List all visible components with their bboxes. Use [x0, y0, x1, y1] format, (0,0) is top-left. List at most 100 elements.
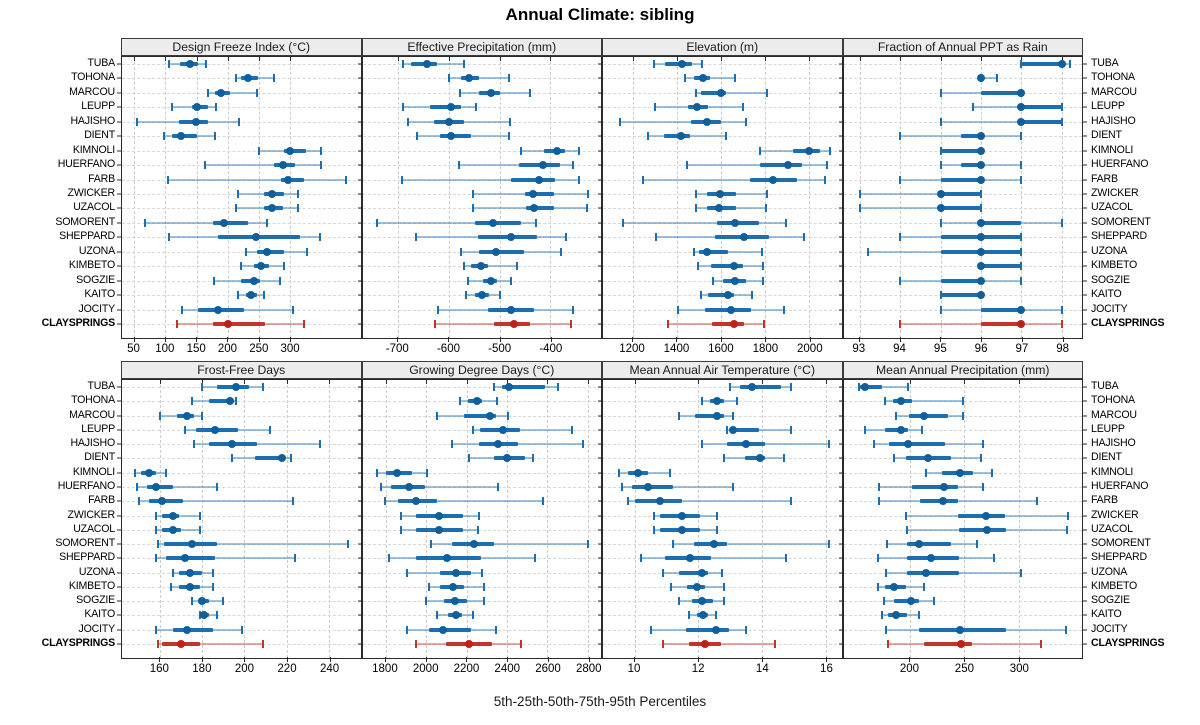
median-dot: [703, 117, 712, 126]
percentile-whisker-5-95: [431, 543, 588, 546]
row-gridline: [603, 136, 842, 138]
whisker-cap-5th: [877, 582, 880, 591]
site-label-column-right: TUBA TOHONA MARCOU LEUPP HAJISHO DIENT KIMNOLI…: [1083, 379, 1200, 657]
whisker-cap-95th: [266, 218, 269, 227]
median-dot: [677, 132, 686, 141]
y-tick-mark: [598, 280, 602, 282]
percentile-box-25-75: [440, 134, 472, 139]
percentile-box-25-75: [463, 413, 496, 418]
top-tick-mark: [859, 57, 861, 61]
y-tick-mark: [1083, 400, 1087, 402]
row-gridline: [843, 92, 1082, 94]
axis-tick-label: 220: [277, 663, 297, 675]
whisker-cap-95th: [586, 204, 589, 213]
row-gridline: [603, 644, 842, 645]
site-label: TOHONA: [1091, 394, 1135, 407]
median-dot: [198, 597, 207, 606]
vertical-gridline: [165, 57, 167, 338]
whisker-cap-5th: [758, 146, 761, 155]
top-tick-mark: [632, 57, 634, 61]
median-dot: [1017, 117, 1026, 126]
row-gridline: [362, 401, 601, 403]
vertical-gridline: [1021, 57, 1023, 338]
vertical-gridline: [550, 57, 552, 338]
percentile-box-25-75: [744, 456, 766, 461]
axis-tick-label: 93: [852, 343, 866, 355]
whisker-cap-95th: [471, 611, 474, 620]
axis-tick-label: 1600: [708, 343, 734, 355]
row-gridline: [603, 558, 842, 560]
y-tick-mark: [117, 222, 121, 224]
median-dot: [742, 440, 751, 449]
whisker-cap-5th: [877, 554, 880, 563]
median-dot: [177, 132, 185, 141]
whisker-cap-95th: [1020, 276, 1023, 285]
axis-tick-label: 200: [234, 663, 255, 675]
median-dot: [192, 103, 201, 112]
median-dot: [678, 525, 687, 534]
site-label: TOHONA: [71, 394, 115, 407]
median-dot: [693, 103, 702, 112]
top-tick-mark: [165, 57, 167, 61]
whisker-cap-95th: [932, 597, 935, 606]
percentile-whisker-5-95: [144, 221, 268, 224]
whisker-cap-5th: [492, 383, 495, 391]
y-tick-mark: [598, 77, 602, 79]
y-tick-mark: [838, 629, 843, 631]
row-gridline: [122, 601, 361, 603]
row-gridline: [122, 150, 361, 152]
y-tick-mark: [1083, 323, 1087, 325]
whisker-cap-95th: [962, 411, 965, 420]
whisker-cap-95th: [725, 132, 728, 141]
whisker-cap-5th: [621, 218, 624, 227]
whisker-cap-5th: [462, 262, 465, 271]
vertical-gridline: [765, 57, 766, 338]
whisker-cap-5th: [425, 597, 428, 606]
percentile-caption: 5th-25th-50th-75th-95th Percentiles: [493, 694, 707, 709]
site-label: HAJISHO: [70, 437, 115, 450]
panel-frost-free-days: [117, 379, 366, 659]
y-tick-mark: [1083, 386, 1087, 388]
median-dot: [889, 582, 898, 591]
y-tick-mark: [598, 386, 602, 388]
percentile-box-25-75: [510, 177, 556, 182]
median-dot: [465, 74, 474, 83]
percentile-box-25-75: [957, 513, 1005, 518]
vertical-gridline: [202, 380, 204, 658]
site-label: MARCOU: [1091, 85, 1137, 98]
y-tick-mark: [838, 586, 843, 588]
y-tick-mark: [598, 429, 602, 431]
site-label: TUBA: [1091, 380, 1119, 392]
y-tick-mark: [598, 236, 602, 238]
whisker-cap-5th: [671, 540, 674, 549]
percentile-whisker-5-95: [472, 428, 572, 431]
median-dot: [477, 291, 486, 300]
y-tick-mark: [117, 294, 121, 296]
y-tick-mark: [357, 629, 362, 631]
site-label: SOGZIE: [1091, 594, 1130, 607]
whisker-cap-95th: [529, 88, 532, 97]
axis-tick-mark: [588, 657, 590, 662]
top-tick-mark: [258, 57, 260, 61]
whisker-cap-5th: [235, 74, 238, 83]
axis-tick-label: 1200: [619, 343, 645, 355]
y-tick-mark: [1083, 77, 1087, 79]
whisker-cap-5th: [230, 454, 233, 463]
whisker-cap-5th: [700, 291, 703, 300]
y-tick-mark: [117, 643, 121, 645]
median-dot: [976, 262, 985, 271]
percentile-whisker-5-95: [463, 265, 518, 268]
median-dot: [1017, 320, 1026, 328]
axis-tick-mark: [448, 337, 450, 342]
y-tick-mark: [357, 557, 362, 559]
whisker-cap-95th: [1064, 625, 1067, 634]
axis-tick-label: 1400: [663, 343, 690, 355]
median-dot: [446, 132, 455, 141]
whisker-cap-95th: [782, 305, 785, 314]
site-label: SHEPPARD: [1091, 551, 1147, 564]
percentile-whisker-5-95: [157, 643, 264, 645]
whisker-cap-95th: [761, 247, 764, 256]
y-tick-mark: [838, 135, 843, 137]
y-tick-mark: [1083, 629, 1087, 631]
percentile-whisker-5-95: [641, 557, 786, 560]
